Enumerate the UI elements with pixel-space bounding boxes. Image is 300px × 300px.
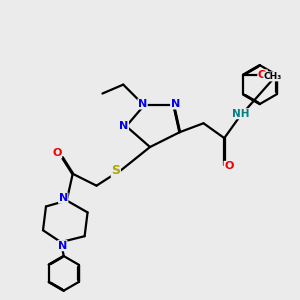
Text: NH: NH bbox=[232, 109, 249, 119]
Text: N: N bbox=[119, 121, 128, 131]
Text: N: N bbox=[58, 193, 68, 203]
Text: CH₃: CH₃ bbox=[264, 72, 282, 81]
Text: S: S bbox=[111, 164, 120, 177]
Text: O: O bbox=[224, 161, 233, 171]
Text: N: N bbox=[58, 241, 67, 251]
Text: N: N bbox=[171, 99, 180, 109]
Text: N: N bbox=[138, 99, 147, 109]
Text: O: O bbox=[258, 70, 267, 80]
Text: O: O bbox=[52, 148, 62, 158]
